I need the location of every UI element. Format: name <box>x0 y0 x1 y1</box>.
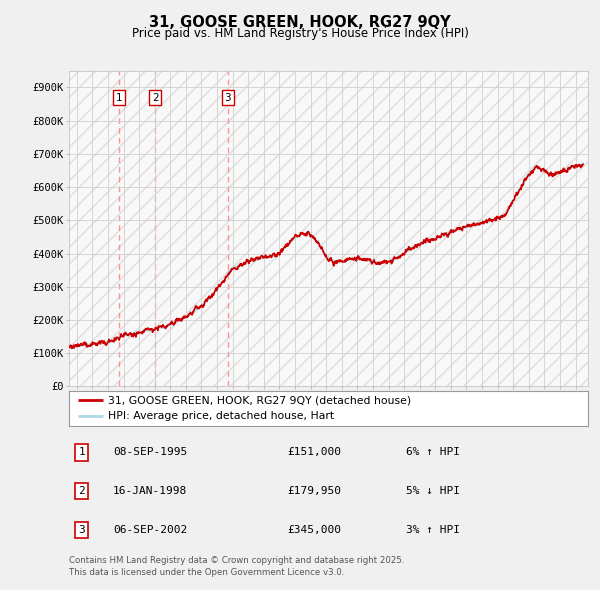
Text: £179,950: £179,950 <box>287 486 341 496</box>
Text: 2: 2 <box>152 93 158 103</box>
Text: 3: 3 <box>79 525 85 535</box>
Text: 31, GOOSE GREEN, HOOK, RG27 9QY (detached house): 31, GOOSE GREEN, HOOK, RG27 9QY (detache… <box>108 395 411 405</box>
Text: £151,000: £151,000 <box>287 447 341 457</box>
Text: 2: 2 <box>79 486 85 496</box>
Text: Price paid vs. HM Land Registry's House Price Index (HPI): Price paid vs. HM Land Registry's House … <box>131 27 469 40</box>
Text: HPI: Average price, detached house, Hart: HPI: Average price, detached house, Hart <box>108 411 334 421</box>
Text: 3% ↑ HPI: 3% ↑ HPI <box>406 525 460 535</box>
Text: 06-SEP-2002: 06-SEP-2002 <box>113 525 187 535</box>
Text: 08-SEP-1995: 08-SEP-1995 <box>113 447 187 457</box>
Text: 6% ↑ HPI: 6% ↑ HPI <box>406 447 460 457</box>
Text: 3: 3 <box>224 93 231 103</box>
Text: £345,000: £345,000 <box>287 525 341 535</box>
Text: Contains HM Land Registry data © Crown copyright and database right 2025.
This d: Contains HM Land Registry data © Crown c… <box>69 556 404 576</box>
Text: 5% ↓ HPI: 5% ↓ HPI <box>406 486 460 496</box>
Text: 1: 1 <box>79 447 85 457</box>
Text: 1: 1 <box>115 93 122 103</box>
Text: 16-JAN-1998: 16-JAN-1998 <box>113 486 187 496</box>
Text: 31, GOOSE GREEN, HOOK, RG27 9QY: 31, GOOSE GREEN, HOOK, RG27 9QY <box>149 15 451 30</box>
